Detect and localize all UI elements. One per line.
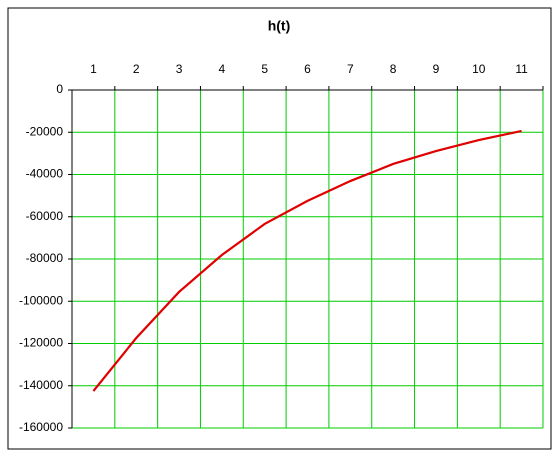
y-tick-label: -80000	[26, 251, 64, 265]
chart-title: h(t)	[268, 18, 291, 34]
y-tick-label: -140000	[19, 378, 63, 392]
x-tick-label: 2	[133, 62, 140, 76]
y-tick-label: -160000	[19, 420, 63, 434]
x-tick-label: 5	[261, 62, 268, 76]
y-tick-label: -120000	[19, 336, 63, 350]
x-tick-label: 10	[472, 62, 486, 76]
y-tick-label: -100000	[19, 293, 63, 307]
y-tick-label: 0	[56, 82, 63, 96]
y-tick-label: -20000	[26, 124, 64, 138]
x-tick-label: 3	[176, 62, 183, 76]
y-tick-label: -60000	[26, 209, 64, 223]
y-tick-label: -40000	[26, 167, 64, 181]
x-tick-label: 4	[219, 62, 226, 76]
x-tick-label: 11	[515, 62, 528, 76]
x-tick-label: 9	[433, 62, 440, 76]
chart-border	[7, 7, 552, 450]
x-tick-label: 6	[304, 62, 311, 76]
x-tick-label: 8	[390, 62, 397, 76]
x-tick-label: 7	[347, 62, 354, 76]
line-series	[92, 129, 522, 392]
x-tick-label: 1	[90, 62, 97, 76]
